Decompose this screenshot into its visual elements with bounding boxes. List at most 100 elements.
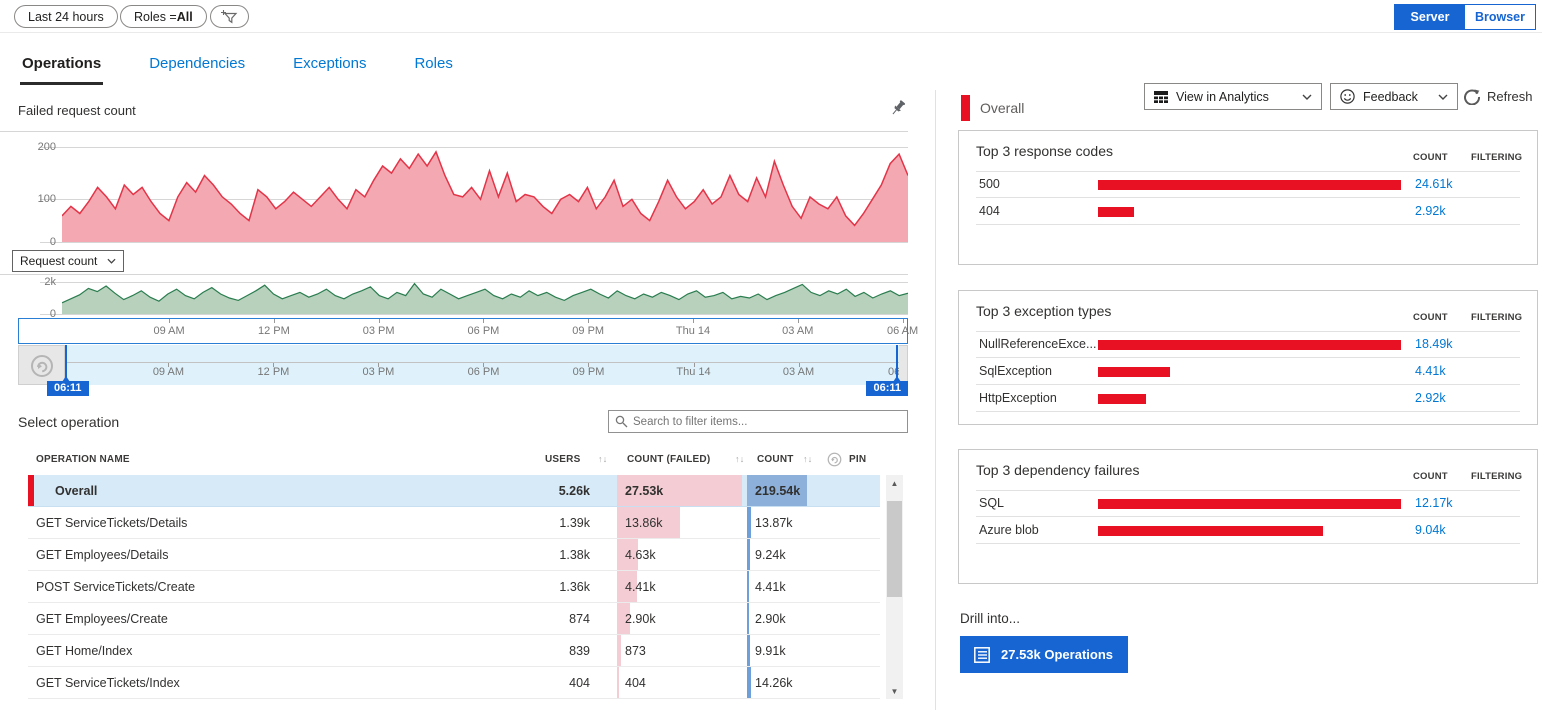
table-row[interactable]: GET ServiceTickets/Index 404 404 14.26k [28,667,880,699]
scroll-up-icon[interactable]: ▲ [890,478,899,488]
table-row[interactable]: GET Employees/Details 1.38k 4.63k 9.24k [28,539,880,571]
card-row: Azure blob 9.04k [976,517,1520,544]
operation-name: GET Employees/Create [36,611,168,626]
drill-operations-button[interactable]: 27.53k Operations [960,636,1128,673]
undo-circle-icon[interactable] [827,452,842,467]
axis-tick [902,319,904,323]
search-input[interactable] [633,415,901,428]
axis-label: 12 PM [257,325,290,337]
failed-count-cell: 13.86k [617,507,742,538]
card-row-label: 404 [979,204,1000,218]
gridline [40,282,908,283]
failed-count-bar [617,571,637,602]
funnel-plus-icon [221,9,238,24]
col-count[interactable]: COUNT [757,454,794,465]
axis-label: 12 PM [257,366,290,378]
time-axis-selection[interactable]: 09 AM 12 PM 03 PM 06 PM 09 PM Thu 14 03 AM 06 A… [18,318,918,344]
sort-count-failed-icon[interactable]: ↑↓ [735,454,745,464]
y-tick-0: 0 [49,308,56,320]
count-value: 2.90k [755,611,786,626]
operation-name: GET ServiceTickets/Index [36,675,180,690]
axis-label: 09 AM [153,325,185,337]
col-operation-name[interactable]: OPERATION NAME [36,454,130,465]
count-bar [1098,207,1134,217]
roles-filter-pill[interactable]: Roles = All [120,5,207,28]
col-users[interactable]: USERS [545,454,581,465]
count-link[interactable]: 12.17k [1415,496,1453,510]
col-count-failed[interactable]: COUNT (FAILED) [627,454,711,465]
feedback-dropdown[interactable]: Feedback [1330,83,1458,110]
y-tick-100: 100 [37,193,56,205]
count-link[interactable]: 2.92k [1415,204,1446,218]
server-button[interactable]: Server [1395,5,1465,29]
browser-button[interactable]: Browser [1465,5,1535,29]
tab-roles[interactable]: Roles [414,55,453,72]
filtering-column-header: FILTERING [1471,312,1523,323]
tab-dependencies[interactable]: Dependencies [149,55,246,72]
tab-exceptions[interactable]: Exceptions [293,55,367,72]
sort-count-icon[interactable]: ↑↓ [803,454,813,464]
table-row[interactable]: POST ServiceTickets/Create 1.36k 4.41k 4.41… [28,571,880,603]
count-bar [1098,526,1323,536]
count-link[interactable]: 24.61k [1415,177,1453,191]
brush-right-marker[interactable] [891,376,903,385]
count-link[interactable]: 2.92k [1415,391,1446,405]
table-scrollbar[interactable]: ▲ ▼ [886,475,903,699]
drill-into-label: Drill into... [960,611,1021,626]
table-row[interactable]: GET ServiceTickets/Details 1.39k 13.86k 13.… [28,507,880,539]
select-operation-title: Select operation [18,414,120,430]
gridline [40,147,908,148]
refresh-label: Refresh [1487,89,1533,104]
brush-reset-grip[interactable] [18,345,65,385]
operation-name: GET ServiceTickets/Details [36,515,188,530]
time-range-pill[interactable]: Last 24 hours [14,5,118,28]
top-response-codes-card: Top 3 response codes COUNT FILTERING 500… [958,130,1538,265]
sort-users-icon[interactable]: ↑↓ [598,454,608,464]
failed-count-value: 13.86k [625,515,663,530]
failed-count-cell: 2.90k [617,603,742,634]
axis-tick [798,363,800,367]
count-link[interactable]: 18.49k [1415,337,1453,351]
brush-right-handle[interactable] [896,345,898,385]
count-value: 9.91k [755,643,786,658]
chevron-down-icon [1438,94,1448,100]
divider [976,490,1520,491]
view-in-analytics-dropdown[interactable]: View in Analytics [1144,83,1322,110]
col-pin[interactable]: PIN [849,454,867,465]
table-row[interactable]: GET Home/Index 839 873 9.91k [28,635,880,667]
request-count-chart[interactable]: 2k 0 [0,274,908,320]
count-column-header: COUNT [1413,312,1448,323]
failed-count-cell: 4.41k [617,571,742,602]
count-link[interactable]: 4.41k [1415,364,1446,378]
add-filter-pill[interactable] [210,5,249,28]
failed-count-bar [617,667,619,698]
tab-operations[interactable]: Operations [20,55,104,85]
table-row[interactable]: GET Employees/Create 874 2.90k 2.90k [28,603,880,635]
count-column-header: COUNT [1413,152,1448,163]
view-in-analytics-label: View in Analytics [1176,89,1269,104]
roles-value: All [176,9,193,24]
brush-left-handle[interactable] [65,345,67,385]
scrollbar-thumb[interactable] [887,501,902,597]
server-browser-toggle: Server Browser [1394,4,1536,30]
count-cell: 2.90k [747,603,880,634]
refresh-button[interactable]: Refresh [1464,83,1533,110]
axis-label: 09 AM [152,366,184,378]
count-bar [747,539,750,570]
table-row[interactable]: Overall 5.26k 27.53k 219.54k [28,475,880,507]
failed-request-chart[interactable]: 200 100 0 [0,131,908,248]
metric-dropdown[interactable]: Request count [12,250,124,272]
count-cell: 9.24k [747,539,880,570]
failed-count-value: 873 [625,643,646,658]
axis-tick [692,319,694,323]
brush-left-marker[interactable] [60,376,72,385]
pushpin-icon[interactable] [888,98,908,123]
count-link[interactable]: 9.04k [1415,523,1446,537]
scroll-down-icon[interactable]: ▼ [890,686,899,696]
card-row: 500 24.61k [976,171,1520,198]
users-value: 1.36k [559,579,590,594]
count-cell: 14.26k [747,667,880,698]
search-box[interactable] [608,410,908,433]
